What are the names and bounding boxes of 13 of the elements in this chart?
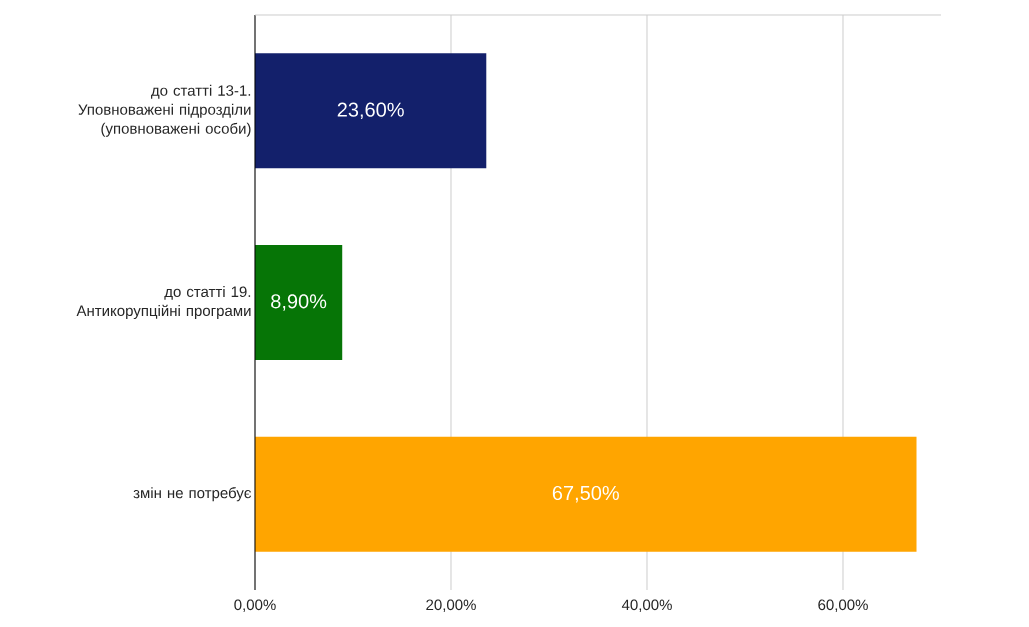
bar <box>255 436 917 552</box>
x-tick-label: 0,00% <box>234 599 276 612</box>
y-tick-label: до статті 13-1. Уповноважені підрозділи (уповноважені особи) <box>78 84 251 137</box>
y-tick-label: змін не потребує <box>133 487 252 502</box>
data-label: 8,90% <box>271 294 327 311</box>
data-label: 23,60% <box>337 102 404 120</box>
bar <box>255 245 343 360</box>
bar <box>255 53 487 169</box>
y-tick-label: до статті 19. Антикорупційні програми <box>76 286 251 319</box>
x-tick-label: 60,00% <box>818 599 868 612</box>
x-tick-label: 20,00% <box>426 599 476 612</box>
data-label: 67,50% <box>552 485 619 503</box>
x-tick-label: 40,00% <box>621 599 672 612</box>
